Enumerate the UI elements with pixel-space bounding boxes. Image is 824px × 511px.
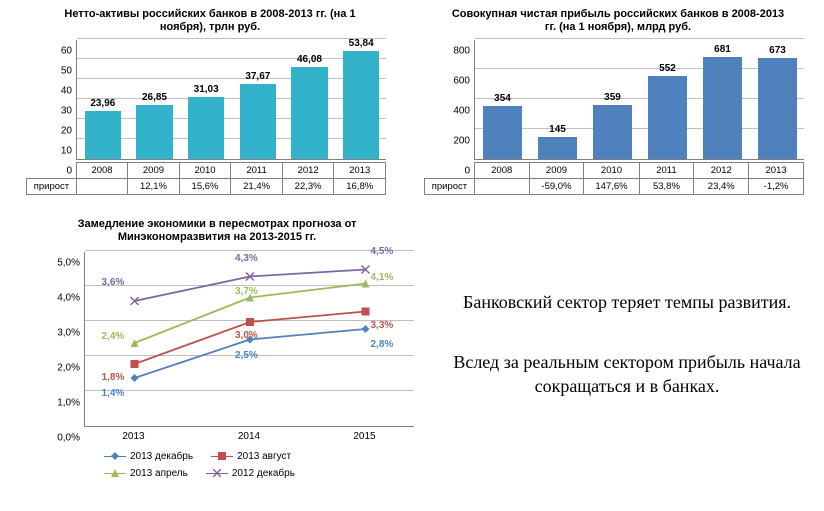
chart_profit-category: 2011 xyxy=(639,163,694,179)
chart_assets-ytick: 30 xyxy=(48,106,72,117)
chart_forecast-point-label: 2,5% xyxy=(235,350,258,361)
chart_assets-bar-label: 46,08 xyxy=(291,54,327,65)
chart_assets-category: 2012 xyxy=(282,163,334,179)
chart_assets-ytick: 10 xyxy=(48,146,72,157)
chart_forecast-ytick: 2,0% xyxy=(44,363,80,374)
chart_profit-category: 2013 xyxy=(749,163,804,179)
chart_forecast-point-label: 3,6% xyxy=(102,277,125,288)
chart_assets-category: 2011 xyxy=(231,163,283,179)
chart_profit-plot: 354 145 359 552 681 673 xyxy=(474,40,804,160)
chart_profit-growth-table: 200820092010201120122013 прирост -59,0%14… xyxy=(424,162,804,195)
chart_forecast-title: Замедление экономики в пересмотрах прогн… xyxy=(44,218,390,244)
chart_assets-category: 2008 xyxy=(76,163,127,179)
chart_forecast-point-label: 1,8% xyxy=(102,372,125,383)
chart_profit-title: Совокупная чистая прибыль российских бан… xyxy=(448,8,788,34)
chart_profit-growth-cell: 147,6% xyxy=(584,179,639,195)
chart_profit-growth-cell: 53,8% xyxy=(639,179,694,195)
chart_assets-plot: 23,96 26,85 31,03 37,67 46,08 53,84 xyxy=(76,40,386,160)
chart_forecast-point-label: 1,4% xyxy=(102,388,125,399)
chart_forecast-point-label: 4,3% xyxy=(235,253,258,264)
chart_assets-bar-label: 23,96 xyxy=(85,98,121,109)
chart_profit-bar-label: 673 xyxy=(758,45,797,56)
chart_profit-ytick: 400 xyxy=(446,106,470,117)
chart_forecast-point-label: 3,3% xyxy=(371,320,394,331)
chart_profit-category: 2008 xyxy=(474,163,529,179)
chart_forecast-legend: 2013 декабрь 2013 август 2013 апрель 2012 д… xyxy=(104,449,434,479)
chart_assets-bar xyxy=(136,105,172,159)
chart_profit-bar-label: 681 xyxy=(703,44,742,55)
chart_forecast-ytick: 4,0% xyxy=(44,293,80,304)
chart_assets-bar-label: 53,84 xyxy=(343,38,379,49)
chart_assets-category: 2010 xyxy=(179,163,231,179)
chart_profit-ytick: 800 xyxy=(446,46,470,57)
commentary-line2: Вслед за реальным сектором прибыль начал… xyxy=(452,350,802,399)
chart_profit-bar-label: 359 xyxy=(593,92,632,103)
chart_forecast-xtick: 2015 xyxy=(345,431,385,442)
chart_assets-growth-table: 200820092010201120122013 прирост 12,1%15,… xyxy=(26,162,386,195)
chart_forecast-point-label: 4,5% xyxy=(371,246,394,257)
chart_assets-category: 2009 xyxy=(128,163,180,179)
chart_profit-category: 2009 xyxy=(529,163,584,179)
chart_assets-bar-label: 37,67 xyxy=(240,71,276,82)
chart_forecast-legend-item: 2012 декабрь xyxy=(206,468,295,479)
chart_assets-bar xyxy=(291,67,327,159)
chart_assets-growth-cell: 22,3% xyxy=(282,179,334,195)
chart_assets-bar xyxy=(343,51,379,159)
chart_profit-growth-cell: 23,4% xyxy=(694,179,749,195)
chart_assets-ytick: 40 xyxy=(48,86,72,97)
chart_forecast-ytick: 1,0% xyxy=(44,398,80,409)
chart_assets-growth-cell: 21,4% xyxy=(231,179,283,195)
chart_assets-growth-cell: 16,8% xyxy=(334,179,386,195)
chart_profit-bar xyxy=(483,106,522,159)
chart_assets-ytick: 20 xyxy=(48,126,72,137)
chart_forecast-point-label: 3,0% xyxy=(235,330,258,341)
chart_assets-bar xyxy=(240,84,276,159)
chart_assets-ytick: 50 xyxy=(48,66,72,77)
chart_profit-bar xyxy=(703,57,742,159)
chart_profit-bar xyxy=(593,105,632,159)
chart_forecast-xtick: 2014 xyxy=(229,431,269,442)
chart_forecast-point-label: 3,7% xyxy=(235,286,258,297)
chart_assets-bar xyxy=(85,111,121,159)
chart_profit-bar-label: 145 xyxy=(538,124,577,135)
chart_assets-category: 2013 xyxy=(334,163,386,179)
chart_profit-bar xyxy=(648,76,687,159)
chart_forecast-legend-item: 2013 август xyxy=(211,451,291,462)
chart_forecast-point-label: 2,4% xyxy=(102,331,125,342)
chart_assets-growth-cell: 15,6% xyxy=(179,179,231,195)
chart_forecast-ytick: 5,0% xyxy=(44,258,80,269)
chart_profit-category: 2010 xyxy=(584,163,639,179)
chart_forecast-ytick: 3,0% xyxy=(44,328,80,339)
commentary-line1: Банковский сектор теряет темпы развития. xyxy=(462,290,792,314)
chart_forecast-ytick: 0,0% xyxy=(44,433,80,444)
chart_profit-ytick: 200 xyxy=(446,136,470,147)
chart_assets-bar-label: 26,85 xyxy=(136,92,172,103)
chart_forecast-point-label: 4,1% xyxy=(371,272,394,283)
chart_forecast-legend-item: 2013 декабрь xyxy=(104,451,193,462)
chart_forecast-point-label: 2,8% xyxy=(371,339,394,350)
chart_profit-bar-label: 354 xyxy=(483,93,522,104)
chart_profit-growth-label: прирост xyxy=(425,179,475,195)
chart_profit-bar xyxy=(538,137,577,159)
chart_assets-ytick: 60 xyxy=(48,46,72,57)
chart_assets-title: Нетто-активы российских банков в 2008-20… xyxy=(50,8,370,34)
chart_profit-bar xyxy=(758,58,797,159)
chart_forecast-xtick: 2013 xyxy=(114,431,154,442)
chart_forecast-legend-item: 2013 апрель xyxy=(104,468,188,479)
chart_assets-growth-label: прирост xyxy=(27,179,77,195)
chart_profit-bar-label: 552 xyxy=(648,63,687,74)
chart_assets-growth-cell: 12,1% xyxy=(128,179,180,195)
chart_profit-category: 2012 xyxy=(694,163,749,179)
chart_profit-ytick: 600 xyxy=(446,76,470,87)
chart_profit-growth-cell: -59,0% xyxy=(529,179,584,195)
chart_assets-bar xyxy=(188,97,224,159)
chart_profit-growth-cell: -1,2% xyxy=(749,179,804,195)
chart_assets-bar-label: 31,03 xyxy=(188,84,224,95)
